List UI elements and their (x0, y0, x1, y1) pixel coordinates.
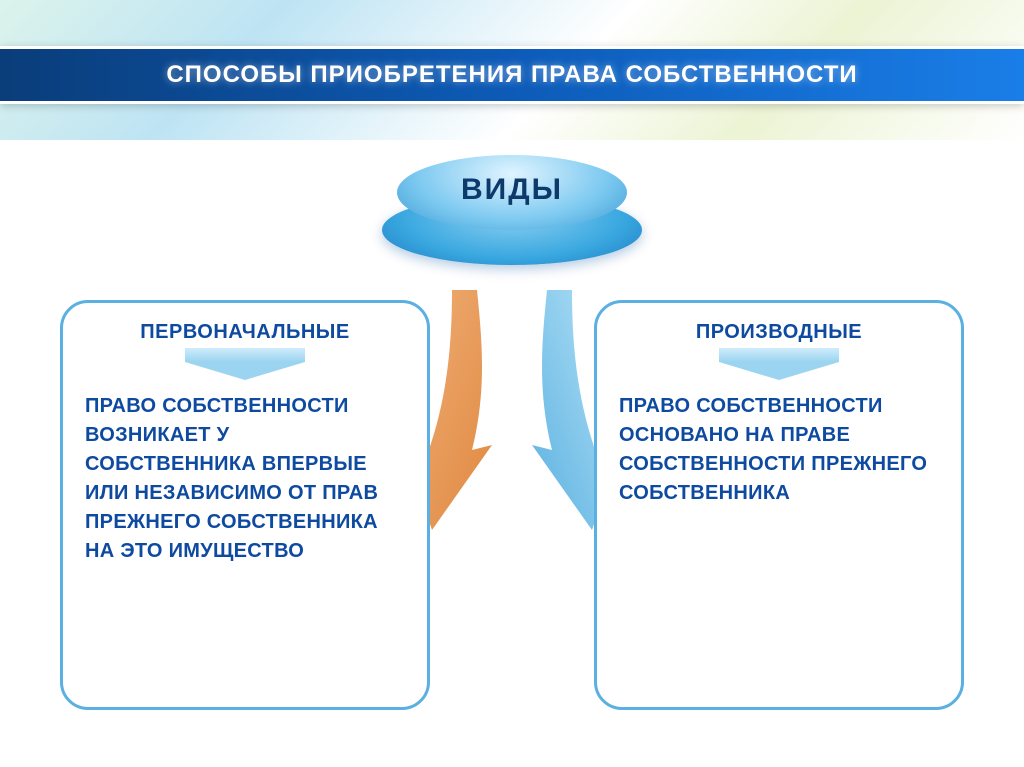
central-oval: ВИДЫ (382, 145, 642, 265)
panel-left: ПЕРВОНАЧАЛЬНЫЕ ПРАВО СОБСТВЕННОСТИ ВОЗНИ… (60, 300, 430, 710)
panel-right-title: ПРОИЗВОДНЫЕ (619, 321, 939, 344)
panel-left-title: ПЕРВОНАЧАЛЬНЫЕ (85, 321, 405, 344)
panel-left-body: ПРАВО СОБСТВЕННОСТИ ВОЗНИКАЕТ У СОБСТВЕН… (85, 392, 405, 566)
header-title: СПОСОБЫ ПРИОБРЕТЕНИЯ ПРАВА СОБСТВЕННОСТИ (166, 61, 857, 89)
header-bar: СПОСОБЫ ПРИОБРЕТЕНИЯ ПРАВА СОБСТВЕННОСТИ (0, 46, 1024, 104)
oval-label: ВИДЫ (382, 173, 642, 207)
chevron-down-icon (719, 348, 839, 378)
panel-right: ПРОИЗВОДНЫЕ ПРАВО СОБСТВЕННОСТИ ОСНОВАНО… (594, 300, 964, 710)
panel-right-body: ПРАВО СОБСТВЕННОСТИ ОСНОВАНО НА ПРАВЕ СО… (619, 392, 939, 508)
chevron-down-icon (185, 348, 305, 378)
